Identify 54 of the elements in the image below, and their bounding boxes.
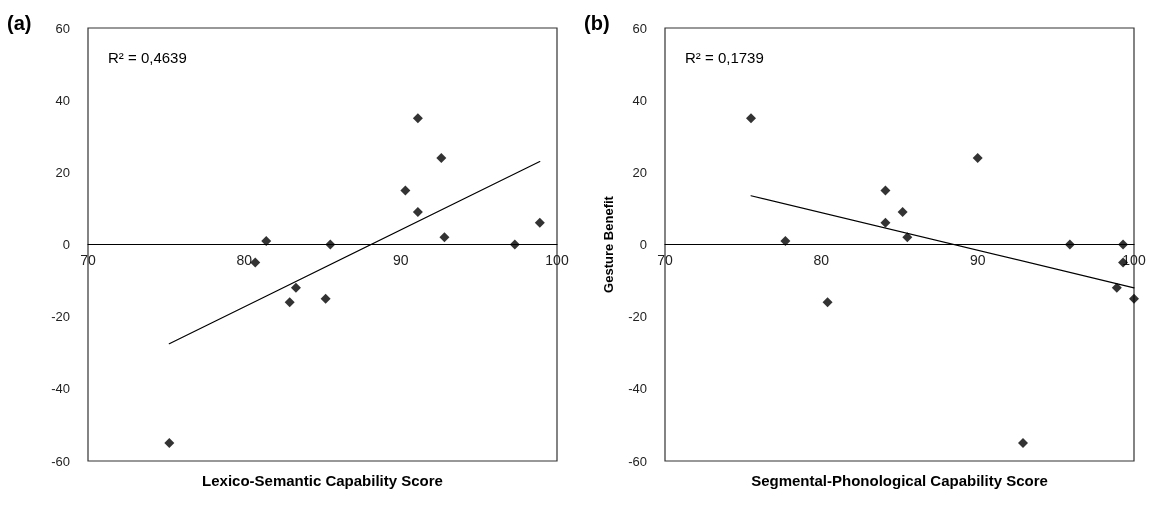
annotation: R² = 0,1739 <box>685 49 764 66</box>
y-tick-label: 20 <box>632 164 647 180</box>
point <box>1018 437 1028 448</box>
point <box>412 113 423 124</box>
y-tick-label: 20 <box>55 164 70 180</box>
x-axis-title: Segmental-Phonological Capability Score <box>751 471 1048 489</box>
x-tick-label: 80 <box>236 251 253 268</box>
x-tick-label: 100 <box>1122 251 1146 268</box>
y-tick-label: 40 <box>55 92 70 108</box>
annotation: R² = 0,4639 <box>108 49 187 66</box>
y-tick-label: -20 <box>628 309 647 325</box>
y-tick-label: -40 <box>51 381 70 397</box>
chart-title: (b) <box>584 12 610 34</box>
point <box>534 217 545 228</box>
point <box>290 282 301 293</box>
point <box>1118 239 1129 250</box>
x-tick-label: 90 <box>392 251 409 268</box>
chart-title: (a) <box>7 12 32 34</box>
x-tick-label: 80 <box>813 251 830 268</box>
point <box>822 297 833 308</box>
point <box>509 239 520 250</box>
point <box>436 152 447 163</box>
y-tick-label: 0 <box>639 237 647 252</box>
point <box>261 235 272 246</box>
point <box>439 232 450 243</box>
y-tick-label: -40 <box>628 381 647 397</box>
y-tick-label: -60 <box>628 453 647 469</box>
y-tick-label: -20 <box>51 309 70 325</box>
point <box>880 185 891 196</box>
point <box>1129 293 1139 304</box>
point <box>284 297 295 308</box>
y-tick-label: 40 <box>632 92 647 108</box>
point <box>1111 282 1122 293</box>
point <box>325 239 336 250</box>
point <box>400 185 411 196</box>
point <box>902 232 913 243</box>
point <box>972 152 983 163</box>
point <box>164 437 175 448</box>
point <box>880 217 891 228</box>
y-tick-label: 60 <box>55 20 70 36</box>
point <box>320 293 331 304</box>
x-tick-label: 70 <box>657 251 673 268</box>
x-tick-label: 90 <box>969 251 986 268</box>
y-tick-label: -60 <box>51 453 70 469</box>
point <box>780 235 791 246</box>
point <box>1064 239 1075 250</box>
point <box>412 207 423 218</box>
x-axis-title: Lexico-Semantic Capability Score <box>202 471 443 489</box>
y-tick-label: 0 <box>62 237 70 252</box>
point <box>745 113 756 124</box>
x-tick-label: 70 <box>80 251 96 268</box>
point <box>897 207 908 218</box>
y-tick-label: 60 <box>632 20 647 36</box>
y-axis-title: Gesture Benefit <box>601 195 616 293</box>
